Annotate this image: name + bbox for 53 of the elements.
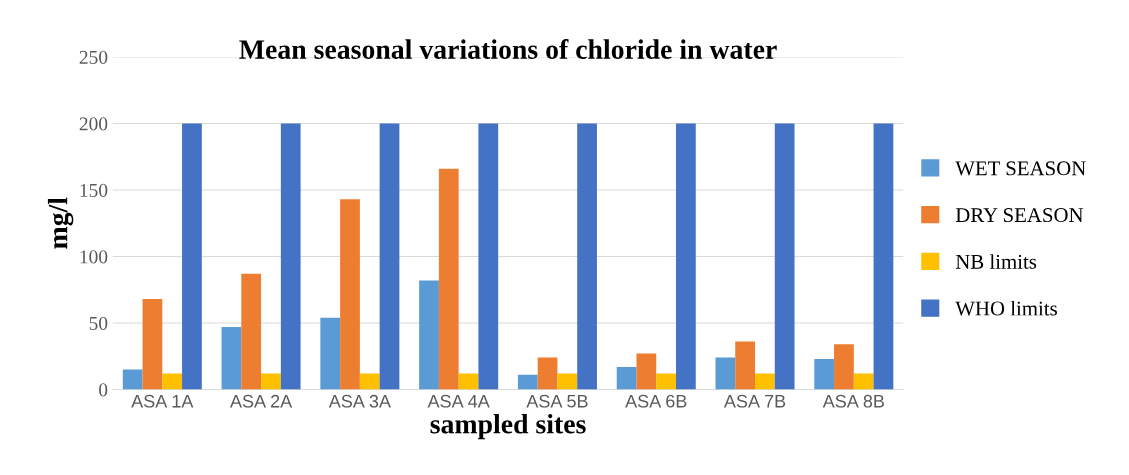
bar	[557, 373, 578, 390]
bar	[735, 341, 756, 390]
bar	[261, 373, 281, 390]
legend-label: WET SEASON	[955, 161, 1086, 176]
bar	[715, 357, 736, 390]
bar	[478, 123, 499, 390]
bar	[280, 123, 301, 390]
bar	[814, 358, 835, 390]
bar	[537, 357, 558, 390]
bar	[616, 366, 637, 390]
legend-label: DRY SEASON	[955, 208, 1084, 223]
y-tick-label: 100	[80, 250, 108, 264]
bar	[577, 123, 597, 390]
x-tick-label: ASA 2A	[230, 394, 293, 408]
x-tick-label: ASA 6B	[625, 394, 687, 408]
y-axis-title: mg/l	[47, 197, 74, 249]
bar	[340, 199, 360, 390]
bar	[379, 123, 400, 390]
legend-label: WHO limits	[955, 300, 1057, 316]
x-tick-label: ASA 7B	[723, 394, 786, 408]
bar	[755, 373, 775, 390]
bar	[359, 373, 380, 390]
bar	[873, 123, 894, 390]
bar	[182, 123, 202, 390]
bar	[636, 353, 657, 390]
y-tick-label: 200	[79, 117, 108, 131]
bar	[675, 123, 696, 390]
y-tick-label: 250	[79, 50, 108, 64]
bar	[419, 280, 439, 390]
y-tick-label: 0	[99, 383, 108, 397]
bar	[853, 373, 874, 390]
bar	[122, 369, 143, 390]
legend-label: NB limits	[955, 254, 1037, 269]
x-tick-label: ASA 4A	[427, 394, 490, 408]
x-tick-label: ASA 3A	[328, 394, 391, 408]
x-tick-label: ASA 5B	[526, 394, 588, 408]
bar	[438, 168, 459, 390]
bar	[656, 373, 676, 390]
y-tick-label: 150	[80, 183, 108, 197]
x-tick-label: ASA 1A	[131, 394, 194, 408]
x-axis-title: sampled sites	[430, 413, 586, 440]
chart-title: Mean seasonal variations of chloride in water	[239, 39, 777, 59]
bar	[774, 123, 795, 390]
bar	[320, 317, 341, 390]
bar	[162, 373, 183, 390]
bar	[458, 373, 479, 390]
bar	[142, 299, 163, 390]
bar	[517, 374, 538, 390]
x-tick-label: ASA 8B	[822, 394, 884, 408]
bar	[834, 344, 854, 390]
y-tick-label: 50	[89, 316, 108, 330]
bar	[221, 326, 242, 390]
bar	[241, 273, 262, 390]
